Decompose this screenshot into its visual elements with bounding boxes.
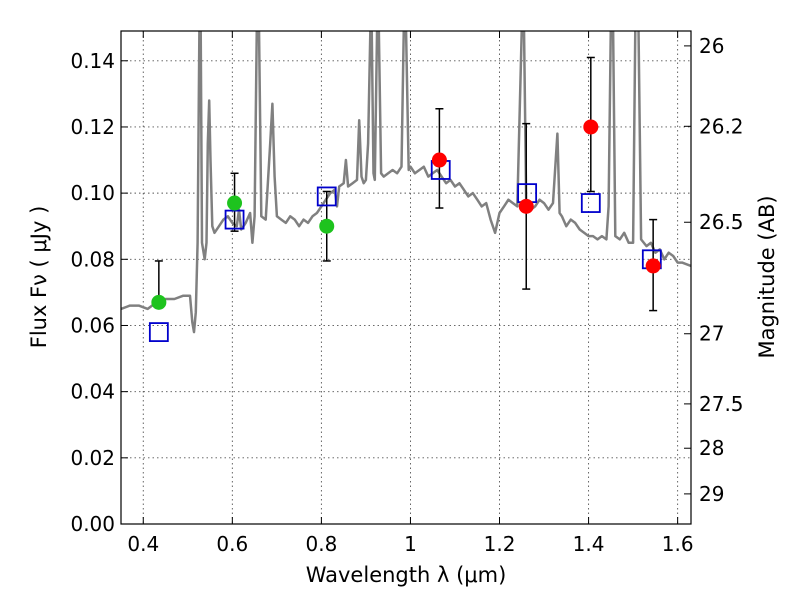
- y-tick-label: 0.10: [70, 181, 115, 205]
- y2-tick-label: 27: [699, 322, 724, 346]
- x-tick-label: 0.6: [216, 532, 248, 556]
- y-tick-label: 0.00: [70, 512, 115, 536]
- y2-axis-label: Magnitude (AB): [755, 195, 779, 358]
- x-tick-label: 1.6: [662, 532, 694, 556]
- x-axis-label: Wavelength λ (μm): [306, 563, 507, 587]
- y2-tick-label: 26.2: [699, 114, 744, 138]
- y-axis-label: Flux Fν ( μJy ): [27, 206, 51, 349]
- axis-ticks: 0.4 0.6 0.8 1 1.2 1.4 1.6 0.00 0.02 0.04 0.06 0.08 0…: [70, 31, 744, 556]
- photometry-point: [319, 218, 335, 234]
- x-tick-label: 0.4: [127, 532, 159, 556]
- grid: [121, 31, 691, 525]
- photometry-point: [151, 294, 167, 310]
- photometry-point: [431, 152, 447, 168]
- photometry-point: [227, 195, 243, 211]
- model-photometry-square: [316, 186, 337, 207]
- y2-tick-label: 29: [699, 482, 724, 506]
- photometry-point: [583, 119, 599, 135]
- data-marks: [148, 56, 662, 342]
- model-photometry-square: [148, 322, 169, 342]
- y-tick-label: 0.02: [70, 446, 115, 470]
- x-tick-label: 1.2: [484, 532, 516, 556]
- model-photometry-square: [224, 209, 245, 230]
- y2-tick-label: 26: [699, 34, 724, 58]
- x-tick-label: 0.8: [305, 532, 337, 556]
- photometry-point: [645, 258, 661, 274]
- y-tick-label: 0.06: [70, 313, 115, 337]
- y-tick-label: 0.14: [70, 49, 115, 73]
- plot-frame: [120, 30, 692, 525]
- y2-tick-label: 26.5: [699, 210, 744, 234]
- x-tick-label: 1: [404, 532, 417, 556]
- model-photometry-square: [580, 193, 601, 213]
- y-tick-label: 0.12: [70, 115, 115, 139]
- x-tick-label: 1.4: [573, 532, 605, 556]
- y-tick-label: 0.08: [70, 247, 115, 271]
- y2-tick-label: 28: [699, 436, 724, 460]
- model-spectrum-line: [121, 31, 691, 334]
- y-tick-label: 0.04: [70, 380, 115, 404]
- y2-tick-label: 27.5: [699, 392, 744, 416]
- photometry-point: [518, 198, 534, 214]
